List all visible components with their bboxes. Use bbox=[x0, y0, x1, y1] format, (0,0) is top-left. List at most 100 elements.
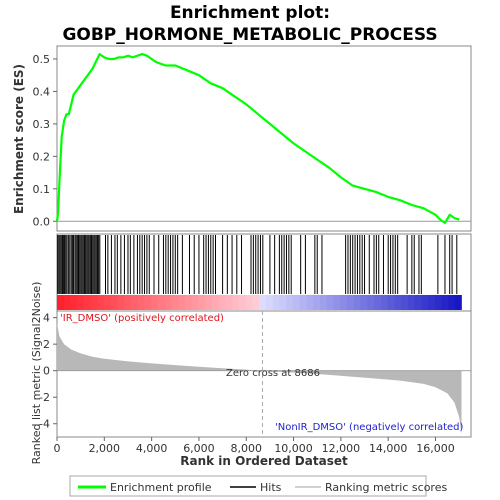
rank-color-cell bbox=[205, 295, 213, 310]
rank-color-cell bbox=[454, 295, 462, 310]
metric-axis: -4 -2 0 2 4 bbox=[39, 312, 57, 431]
chart-title-line2: GOBP_HORMONE_METABOLIC_PROCESS bbox=[62, 25, 437, 45]
x-tick-label: 10,000 bbox=[274, 442, 313, 455]
rank-color-cell bbox=[245, 295, 253, 310]
metric-tick-label: 0 bbox=[43, 365, 50, 378]
es-tick-label: 0.0 bbox=[33, 215, 51, 228]
rank-color-cell bbox=[441, 295, 449, 310]
rank-color-cell bbox=[272, 295, 280, 310]
metric-y-axis-label: Ranked list metric (Signal2Noise) bbox=[30, 282, 43, 465]
rank-color-cell bbox=[137, 295, 145, 310]
es-axis: 0.0 0.1 0.2 0.3 0.4 0.5 bbox=[33, 53, 57, 228]
rank-color-cell bbox=[427, 295, 435, 310]
rank-color-cell bbox=[124, 295, 132, 310]
negative-correlation-label: 'NonIR_DMSO' (negatively correlated) bbox=[275, 422, 463, 433]
rank-color-cell bbox=[63, 295, 71, 310]
legend-hits-label: Hits bbox=[260, 481, 282, 494]
hits-series bbox=[57, 235, 458, 294]
rank-color-cell bbox=[292, 295, 301, 310]
rank-color-cell bbox=[380, 295, 388, 310]
rank-color-cell bbox=[346, 295, 354, 310]
rank-color-cell bbox=[333, 295, 341, 310]
positive-correlation-label: 'IR_DMSO' (positively correlated) bbox=[60, 313, 224, 324]
zero-cross-label: Zero cross at 8686 bbox=[226, 368, 320, 379]
rank-color-bar bbox=[57, 295, 462, 310]
legend-profile-label: Enrichment profile bbox=[110, 481, 212, 494]
metric-area bbox=[57, 322, 462, 435]
rank-color-cell bbox=[353, 295, 361, 310]
x-tick-label: 12,000 bbox=[322, 442, 361, 455]
legend-metric-label: Ranking metric scores bbox=[325, 481, 447, 494]
rank-color-cell bbox=[171, 295, 179, 310]
rank-color-cell bbox=[279, 295, 287, 310]
rank-color-cell bbox=[178, 295, 186, 310]
rank-color-cell bbox=[97, 295, 105, 310]
es-tick-label: 0.4 bbox=[33, 85, 51, 98]
x-tick-label: 8,000 bbox=[231, 442, 263, 455]
rank-color-cell bbox=[117, 295, 125, 310]
rank-color-cell bbox=[131, 295, 139, 310]
rank-color-cell bbox=[164, 295, 172, 310]
legend-box bbox=[69, 475, 427, 497]
metric-tick-label: 2 bbox=[43, 338, 50, 351]
rank-color-cell bbox=[212, 295, 220, 310]
chart-title-line1: Enrichment plot: bbox=[170, 3, 330, 23]
rank-color-cell bbox=[306, 295, 314, 310]
rank-color-cell bbox=[70, 295, 78, 310]
rank-color-cell bbox=[218, 295, 226, 310]
rank-color-cell bbox=[414, 295, 422, 310]
metric-series bbox=[57, 311, 471, 437]
es-y-axis-label: Enrichment score (ES) bbox=[12, 64, 26, 214]
rank-color-cell bbox=[151, 295, 159, 310]
rank-color-cell bbox=[90, 295, 98, 310]
rank-color-cell bbox=[239, 295, 247, 310]
metric-tick-label: -4 bbox=[39, 418, 50, 431]
x-tick-label: 4,000 bbox=[136, 442, 168, 455]
es-tick-label: 0.3 bbox=[33, 118, 51, 131]
rank-color-cell bbox=[191, 295, 199, 310]
rank-color-cell bbox=[367, 295, 375, 310]
rank-color-cell bbox=[407, 295, 415, 310]
rank-color-cell bbox=[434, 295, 442, 310]
rank-color-cell bbox=[326, 295, 334, 310]
x-tick-label: 6,000 bbox=[183, 442, 215, 455]
enrichment-profile-line bbox=[55, 53, 460, 224]
rank-color-cell bbox=[394, 295, 402, 310]
rank-color-cell bbox=[198, 295, 206, 310]
enrichment-profile-series bbox=[55, 53, 460, 224]
es-tick-label: 0.2 bbox=[33, 150, 51, 163]
rank-color-cell bbox=[448, 295, 456, 310]
rank-color-cell bbox=[110, 295, 118, 310]
rank-color-cell bbox=[360, 295, 368, 310]
rank-color-cell bbox=[421, 295, 429, 310]
rank-color-cell bbox=[266, 295, 274, 310]
rank-color-cell bbox=[57, 295, 65, 310]
rank-color-cell bbox=[259, 295, 267, 310]
rank-color-cell bbox=[144, 295, 152, 310]
rank-color-cell bbox=[400, 295, 408, 310]
rank-color-cell bbox=[252, 295, 260, 310]
rank-color-cell bbox=[185, 295, 193, 310]
rank-color-cell bbox=[387, 295, 395, 310]
rank-color-cell bbox=[313, 295, 321, 310]
rank-color-cell bbox=[319, 295, 327, 310]
x-axis-label: Rank in Ordered Dataset bbox=[180, 454, 348, 468]
x-axis: 0 2,000 4,000 6,000 8,000 10,000 12,000 14,000 1… bbox=[54, 437, 455, 455]
x-tick-label: 14,000 bbox=[369, 442, 408, 455]
rank-color-cell bbox=[299, 295, 307, 310]
x-tick-label: 0 bbox=[54, 442, 61, 455]
x-tick-label: 16,000 bbox=[416, 442, 455, 455]
es-tick-label: 0.5 bbox=[33, 53, 51, 66]
legend: Enrichment profile Hits Ranking metric s… bbox=[69, 475, 447, 497]
x-tick-label: 2,000 bbox=[89, 442, 121, 455]
metric-tick-label: -2 bbox=[39, 391, 50, 404]
rank-color-cell bbox=[286, 295, 294, 310]
rank-color-cell bbox=[83, 295, 92, 310]
es-tick-label: 0.1 bbox=[33, 183, 51, 196]
rank-color-cell bbox=[104, 295, 112, 310]
rank-color-cell bbox=[225, 295, 233, 310]
rank-color-cell bbox=[77, 295, 85, 310]
metric-tick-label: 4 bbox=[43, 312, 50, 325]
rank-color-cell bbox=[340, 295, 348, 310]
